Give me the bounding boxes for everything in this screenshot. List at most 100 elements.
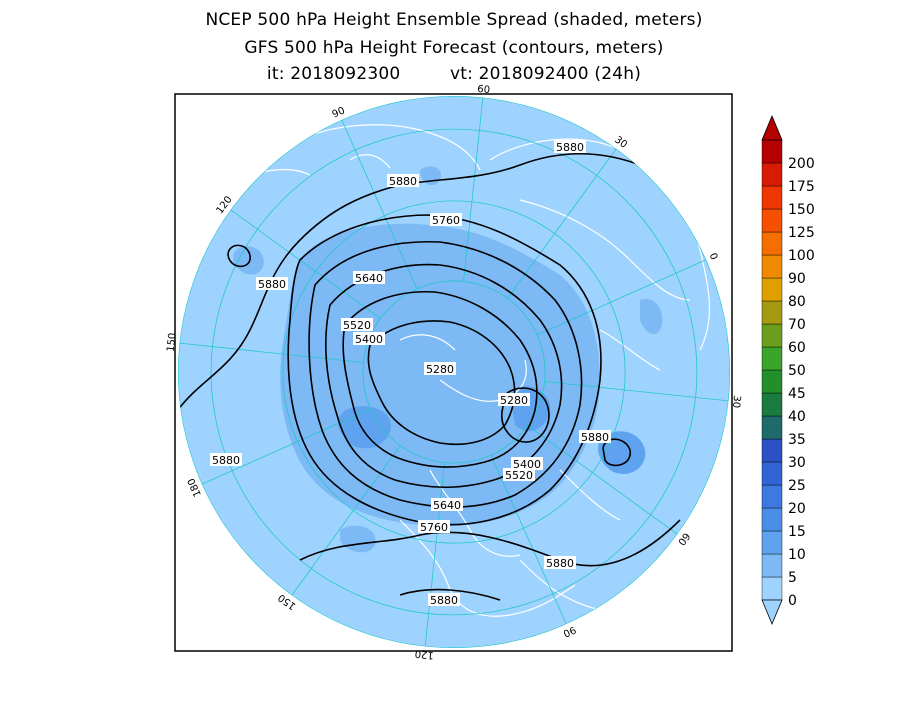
contour-5280 <box>367 320 516 446</box>
colorbar-box <box>761 300 783 325</box>
init-time: it: 2018092300 <box>266 64 401 84</box>
meridian-line <box>544 381 729 402</box>
contour-label: 5400 <box>513 458 541 471</box>
colorbar-box <box>761 346 783 371</box>
contour-label: 5880 <box>212 454 240 467</box>
spread-patch <box>640 298 663 335</box>
colorbar-tick-label: 10 <box>788 547 806 563</box>
contour-label: 5880 <box>430 594 458 607</box>
colorbar-box <box>761 231 783 256</box>
valid-time: vt: 2018092400 (24h) <box>450 64 642 84</box>
meridian-line <box>230 209 381 319</box>
colorbar-tick-label: 30 <box>788 455 806 471</box>
contour-label-bg <box>424 362 456 375</box>
colorbar-tick-labels: 0 5 10 15 20 25 30 35 40 45 50 60 70 80 90 100 125 150 175… <box>788 156 815 609</box>
colorbar-box <box>761 323 783 348</box>
colorbar-boxes <box>761 139 783 601</box>
contour-5640 <box>308 240 583 508</box>
contour-label: 5520 <box>505 469 533 482</box>
contour-label-bg <box>341 318 373 331</box>
colorbar-tick-label: 0 <box>788 593 797 609</box>
contour-label: 5880 <box>581 431 609 444</box>
colorbar-tick-label: 125 <box>788 225 815 241</box>
contour-label: 5280 <box>500 394 528 407</box>
colorbar-box <box>761 553 783 578</box>
map-time-info: it: 2018092300 vt: 2018092400 (24h) <box>0 64 908 84</box>
colorbar-box <box>761 530 783 555</box>
colorbar-tick-label: 175 <box>788 179 815 195</box>
colorbar-box <box>761 461 783 486</box>
meridian-line <box>490 455 567 625</box>
colorbar-tick-label: 40 <box>788 409 806 425</box>
colorbar-box <box>761 277 783 302</box>
contour-label-bg <box>353 332 385 345</box>
colorbar-tick-label: 5 <box>788 570 797 586</box>
colorbar-box <box>761 185 783 210</box>
meridian-line <box>341 119 418 289</box>
contour-label-bg <box>430 213 462 226</box>
meridian-label: 90 <box>561 623 577 638</box>
contour-low-center <box>501 387 550 443</box>
colorbar-tick-label: 25 <box>788 478 806 494</box>
meridian-line <box>424 462 445 647</box>
contour-5400 <box>342 290 538 468</box>
latitude-circle <box>210 128 698 616</box>
colorbar-box <box>761 438 783 463</box>
colorbar-box <box>761 208 783 233</box>
contour-label-bg <box>353 271 385 284</box>
contour-label-bg <box>431 498 463 511</box>
colorbar-tick-label: 100 <box>788 248 815 264</box>
colorbar-tick-label: 60 <box>788 340 806 356</box>
map-title: NCEP 500 hPa Height Ensemble Spread (sha… <box>205 10 703 30</box>
colorbar-box <box>761 507 783 532</box>
contour-label: 5760 <box>420 521 448 534</box>
contour-5880 <box>299 519 681 567</box>
contour-label: 5400 <box>355 333 383 346</box>
meridian-label: 0 <box>707 252 720 262</box>
meridian-label: 60 <box>477 84 491 96</box>
contour-5880 <box>399 588 501 601</box>
contour-label-bg <box>511 457 543 470</box>
spread-patch <box>338 406 391 449</box>
colorbar-tick-label: 80 <box>788 294 806 310</box>
latitude-circle <box>362 280 546 464</box>
meridian-line <box>537 259 707 336</box>
contour-label: 5760 <box>432 214 460 227</box>
colorbar-tick-label: 90 <box>788 271 806 287</box>
colorbar-tick-label: 70 <box>788 317 806 333</box>
colorbar-box <box>761 139 783 164</box>
spread-patch <box>232 246 264 275</box>
colorbar-tick-label: 35 <box>788 432 806 448</box>
meridian-label: 90 <box>331 105 347 120</box>
contour-label: 5640 <box>355 272 383 285</box>
map-subtitle: GFS 500 hPa Height Forecast (contours, m… <box>244 38 664 58</box>
meridian-line <box>291 445 401 596</box>
contour-label-bg <box>418 520 450 533</box>
meridian-line <box>463 97 484 282</box>
meridian-label: 30 <box>730 395 742 409</box>
colorbar-box <box>761 254 783 279</box>
contour-label-bg <box>428 593 460 606</box>
contour-label: 5880 <box>546 557 574 570</box>
colorbar-box <box>761 576 783 601</box>
contour-label-bg <box>387 174 419 187</box>
meridian-line <box>507 148 617 299</box>
colorbar-tick-label: 150 <box>788 202 815 218</box>
meridian-line <box>527 425 678 535</box>
contour-5520 <box>324 263 563 489</box>
colorbar-tick-label: 15 <box>788 524 806 540</box>
meridian-line <box>201 408 371 485</box>
contour-high <box>227 244 251 268</box>
contour-label-bg <box>544 556 576 569</box>
colorbar-tick-label: 50 <box>788 363 806 379</box>
triangle-down-icon <box>761 599 783 626</box>
contour-label-bg <box>554 140 586 153</box>
colorbar-tick-label: 20 <box>788 501 806 517</box>
latitude-circle <box>282 200 626 544</box>
colorbar-box <box>761 162 783 187</box>
contour-label-bg <box>256 277 288 290</box>
colorbar-box <box>761 369 783 394</box>
